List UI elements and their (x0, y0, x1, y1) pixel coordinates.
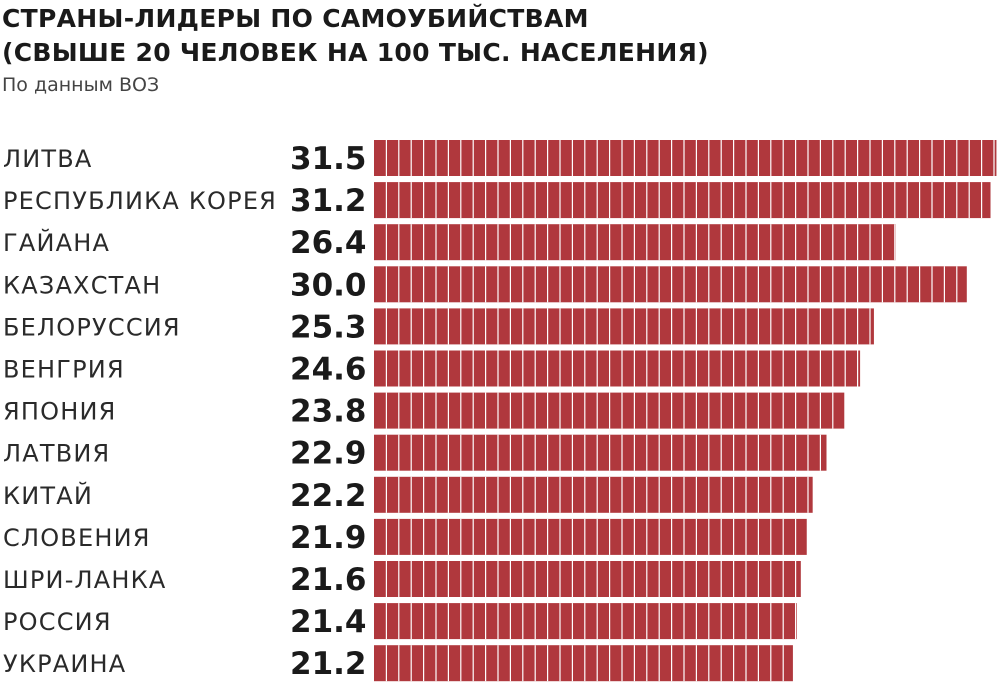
category-label: ЛИТВА (3, 145, 93, 173)
bar-rect (374, 645, 793, 682)
value-label: 25.3 (290, 309, 367, 345)
bar-8 (374, 434, 827, 471)
value-label: 21.6 (290, 562, 367, 598)
category-label: КИТАЙ (3, 481, 93, 510)
category-label: БЕЛОРУССИЯ (3, 313, 181, 341)
bar-3 (374, 224, 896, 261)
bar-rect (374, 182, 991, 219)
bar-rect (374, 308, 874, 345)
bar-2 (374, 182, 991, 219)
bar-1 (374, 140, 997, 176)
bar-4 (374, 266, 967, 303)
chart-subtitle: По данным ВОЗ (2, 74, 160, 96)
category-label: УКРАИНА (3, 650, 126, 678)
chart-title-line-2: (СВЫШЕ 20 ЧЕЛОВЕК НА 100 ТЫС. НАСЕЛЕНИЯ) (2, 38, 709, 67)
value-label: 22.2 (290, 478, 367, 514)
value-label: 22.9 (290, 436, 367, 472)
bar-11 (374, 561, 801, 597)
bar-10 (374, 518, 807, 555)
bar-rect (374, 266, 967, 303)
bar-5 (374, 308, 874, 345)
category-label: КАЗАХСТАН (3, 271, 161, 299)
bar-rect (374, 603, 797, 640)
chart-title-line-1: СТРАНЫ-ЛИДЕРЫ ПО САМОУБИЙСТВАМ (2, 4, 589, 33)
value-label: 21.4 (290, 604, 367, 640)
bar-7 (374, 392, 845, 429)
bar-rect (374, 561, 801, 597)
value-label: 31.2 (290, 183, 367, 219)
category-label: ШРИ-ЛАНКА (3, 566, 167, 594)
bar-6 (374, 350, 861, 387)
bar-12 (374, 603, 797, 640)
category-label: СЛОВЕНИЯ (3, 524, 151, 552)
category-label: ЛАТВИЯ (3, 440, 110, 468)
category-label: РОССИЯ (3, 608, 112, 636)
category-label: РЕСПУБЛИКА КОРЕЯ (3, 187, 277, 215)
value-label: 26.4 (290, 225, 367, 261)
bar-rect (374, 476, 813, 513)
bar-rect (374, 434, 827, 471)
bar-rect (374, 350, 861, 387)
bar-rect (374, 518, 807, 555)
category-label: ВЕНГРИЯ (3, 356, 125, 384)
value-label: 30.0 (290, 267, 367, 303)
value-label: 31.5 (290, 141, 367, 177)
value-label: 21.2 (290, 646, 367, 682)
bar-9 (374, 476, 813, 513)
value-label: 23.8 (290, 394, 367, 430)
category-label: ГАЙАНА (3, 228, 110, 257)
bar-rect (374, 140, 997, 176)
category-label: ЯПОНИЯ (3, 398, 117, 426)
value-label: 24.6 (290, 352, 367, 388)
value-label: 21.9 (290, 520, 367, 556)
bar-13 (374, 645, 793, 682)
